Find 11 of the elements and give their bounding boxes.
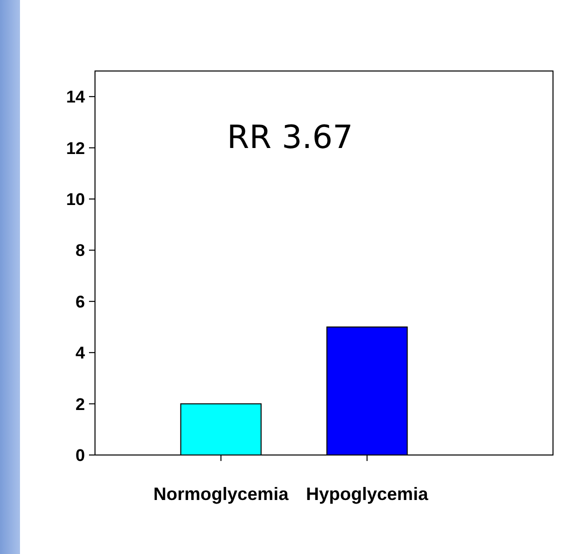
y-tick-label: 12	[66, 138, 85, 158]
y-tick-label: 10	[66, 190, 85, 209]
x-tick-label: Normoglycemia	[153, 484, 290, 504]
y-tick-label: 2	[76, 394, 85, 414]
annotation: RR 3.67	[227, 118, 353, 156]
y-tick-label: 8	[76, 241, 85, 260]
y-tick-label: 4	[76, 344, 86, 363]
y-tick-label: 14	[66, 88, 86, 107]
x-tick-label: Hypoglycemia	[306, 484, 430, 504]
y-tick-label: 0	[76, 446, 85, 465]
y-tick-label: 6	[76, 292, 85, 312]
